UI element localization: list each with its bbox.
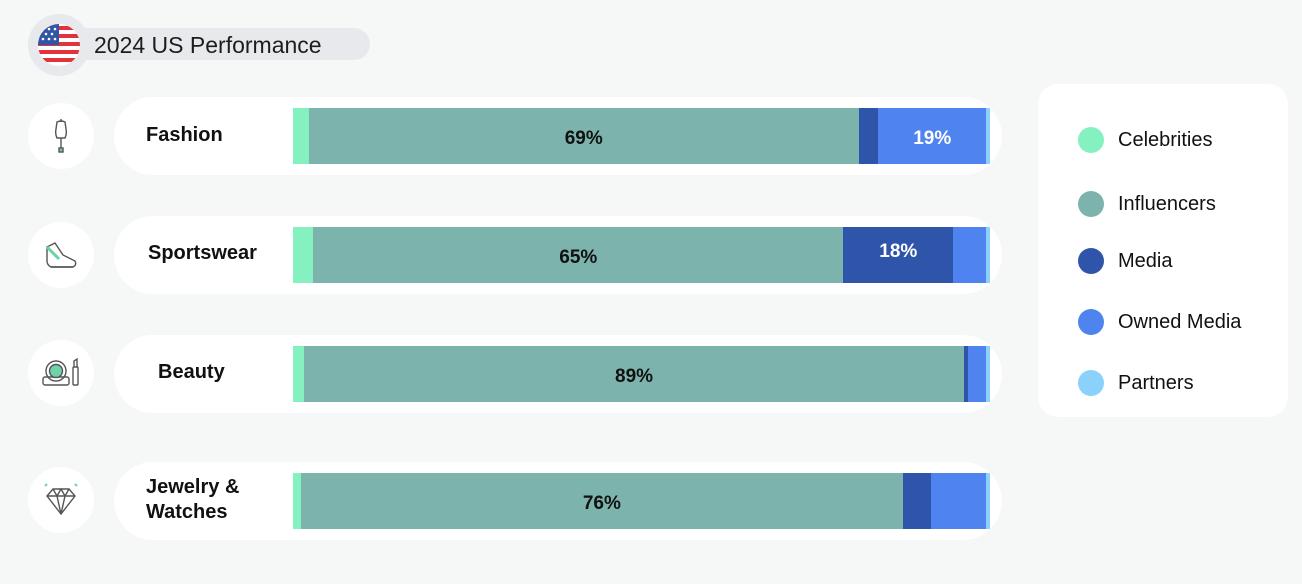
legend-item: Celebrities — [1078, 127, 1212, 153]
category-label: Beauty — [158, 361, 225, 383]
title-pill — [60, 28, 370, 60]
legend-label: Celebrities — [1118, 128, 1213, 151]
bar-segment-partners — [986, 346, 990, 402]
bar-row-fashion: 69% 19% — [293, 108, 990, 164]
bar-segment-owned-media — [953, 227, 986, 283]
legend-item: Influencers — [1078, 191, 1216, 217]
legend: Celebrities Influencers Media Owned Medi… — [1038, 84, 1288, 417]
bar-row-beauty: 89% — [293, 346, 990, 402]
legend-swatch — [1078, 370, 1104, 396]
legend-label: Influencers — [1118, 192, 1216, 215]
bar-segment-partners — [986, 473, 990, 529]
bar-segment-celebrities — [293, 108, 309, 164]
data-label: 65% — [559, 247, 598, 268]
data-label: 18% — [879, 241, 918, 262]
bar-row-jewelry-watches: 76% — [293, 473, 990, 529]
bar-segment-partners — [985, 227, 990, 283]
category-label: Sportswear — [148, 242, 257, 264]
bar-segment-media — [964, 346, 968, 402]
bar-segment-media — [902, 473, 931, 529]
legend-item: Media — [1078, 248, 1172, 274]
compact-lipstick-icon — [28, 340, 94, 406]
bar-segment-celebrities — [293, 473, 301, 529]
category-label: Jewelry & Watches — [146, 476, 240, 523]
category-label: Fashion — [146, 124, 223, 146]
bar-segment-influencers: 69% — [308, 108, 859, 164]
legend-swatch — [1078, 248, 1104, 274]
bar-segment-celebrities — [293, 227, 314, 283]
bar-segment-media: 18% — [843, 227, 954, 283]
bar-segment-owned-media — [967, 346, 987, 402]
data-label: 76% — [582, 493, 621, 514]
bar-segment-influencers: 76% — [300, 473, 903, 529]
bar-segment-influencers: 89% — [304, 346, 965, 402]
legend-swatch — [1078, 127, 1104, 153]
page-title: 2024 US Performance — [94, 32, 322, 58]
data-label: 89% — [615, 366, 654, 387]
bar-segment-influencers: 65% — [313, 227, 844, 283]
sneaker-icon — [28, 222, 94, 288]
legend-swatch — [1078, 309, 1104, 335]
legend-label: Media — [1118, 249, 1173, 272]
legend-label: Partners — [1118, 371, 1194, 394]
bar-segment-celebrities — [293, 346, 305, 402]
bar-row-sportswear: 65% 18% — [293, 227, 990, 283]
legend-item: Owned Media — [1078, 309, 1241, 335]
bar-segment-owned-media — [930, 473, 987, 529]
legend-label: Owned Media — [1118, 310, 1242, 333]
legend-item: Partners — [1078, 370, 1194, 396]
us-flag-icon — [28, 14, 90, 76]
data-label: 69% — [564, 128, 603, 149]
bar-segment-media — [858, 108, 879, 164]
diamond-icon — [28, 467, 94, 533]
data-label: 19% — [913, 128, 952, 149]
mannequin-icon — [28, 103, 94, 169]
bar-segment-owned-media: 19% — [878, 108, 986, 164]
bar-segment-partners — [985, 108, 990, 164]
legend-swatch — [1078, 191, 1104, 217]
